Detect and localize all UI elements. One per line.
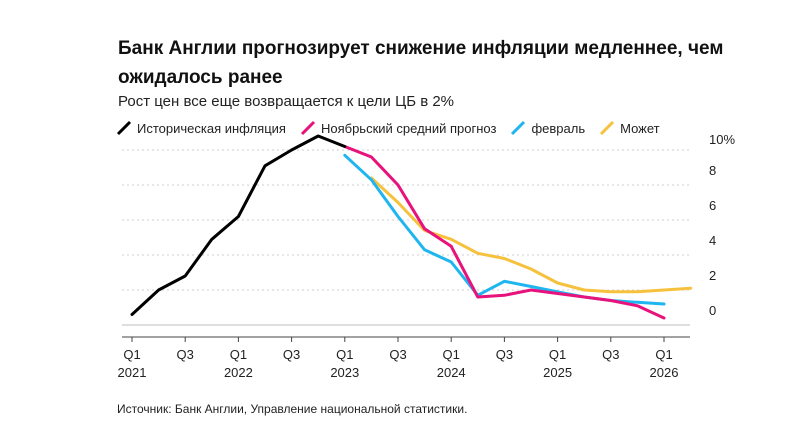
november-forecast-line <box>343 145 666 320</box>
legend-line-historical <box>116 120 132 136</box>
grid-layer <box>122 149 690 342</box>
legend-swatch-may <box>600 120 615 136</box>
x-tick-label-10: Q3 <box>389 347 406 362</box>
series-layer <box>130 134 693 320</box>
x-tick-year-2025: 2025 <box>543 365 572 380</box>
x-tick-label-4: Q1 <box>230 347 247 362</box>
legend-item-historical: Историческая инфляция <box>116 120 286 136</box>
legend-label-historical: Историческая инфляция <box>137 120 286 136</box>
legend-line-february <box>511 120 526 136</box>
legend-line-may <box>600 120 615 136</box>
x-tick-label-6: Q3 <box>283 347 300 362</box>
y-tick-label-8: 8 <box>709 163 716 178</box>
x-tick-label-8: Q1 <box>336 347 353 362</box>
x-tick-label-16: Q1 <box>549 347 566 362</box>
legend-swatch-november <box>300 120 316 136</box>
x-tick-year-2021: 2021 <box>118 365 147 380</box>
may-forecast-line <box>369 176 693 294</box>
x-tick-label-12: Q1 <box>443 347 460 362</box>
legend-line-november <box>300 120 316 136</box>
legend-label-november: Ноябрьский средний прогноз <box>320 120 497 136</box>
legend: Историческая инфляция Ноябрьский средний… <box>116 119 674 137</box>
legend-swatch-february <box>511 120 526 136</box>
legend-label-february: февраль <box>531 120 586 136</box>
legend-item-may: Может <box>599 120 660 136</box>
x-tick-year-2024: 2024 <box>437 365 466 380</box>
historical-inflation-line <box>130 134 347 316</box>
legend-swatch-historical <box>116 120 132 136</box>
x-tick-year-2022: 2022 <box>224 365 253 380</box>
y-tick-label-0: 0 <box>709 303 716 318</box>
legend-item-november: Ноябрьский средний прогноз <box>300 120 496 136</box>
x-tick-label-18: Q3 <box>602 347 619 362</box>
y-tick-label-4: 4 <box>709 233 716 248</box>
x-tick-year-2023: 2023 <box>330 365 359 380</box>
chart-subtitle: Рост цен все еще возвращается к цели ЦБ … <box>118 93 455 110</box>
chart-title: Банк Англии прогнозирует снижение инфляц… <box>118 38 724 88</box>
tick-layer: 10% 8 6 4 2 0 Q1 2021 Q3 Q1 2022 Q3 Q1 2023 Q3 Q1 2024 Q3… <box>118 132 736 380</box>
x-tick-label-2: Q3 <box>177 347 194 362</box>
x-tick-label-14: Q3 <box>496 347 513 362</box>
source-note: Источник: Банк Англии, Управление национ… <box>117 402 468 416</box>
x-tick-label-20: Q1 <box>655 347 672 362</box>
y-tick-label-2: 2 <box>709 268 716 283</box>
legend-label-may: Может <box>620 120 660 136</box>
x-tick-label-0: Q1 <box>123 347 140 362</box>
y-tick-label-10: 10% <box>709 132 735 147</box>
y-tick-label-6: 6 <box>709 198 716 213</box>
legend-item-february: февраль <box>510 120 585 136</box>
x-tick-year-2026: 2026 <box>650 365 679 380</box>
